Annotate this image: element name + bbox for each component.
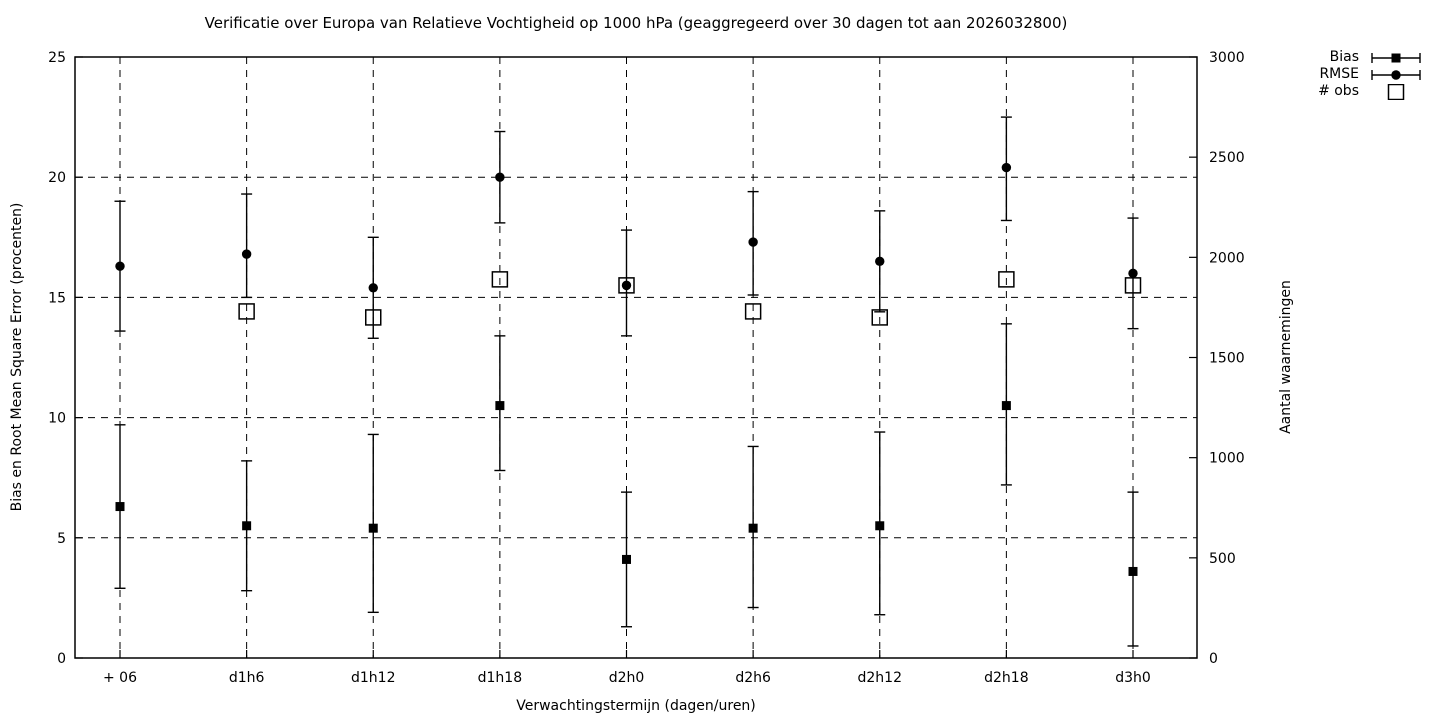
y-tick-label-right: 500 [1209, 551, 1236, 567]
x-tick-label-+06: + 06 [103, 670, 137, 686]
-obs-point [491, 271, 509, 288]
-obs-point [618, 277, 635, 294]
rmse-point [495, 172, 505, 182]
y-tick-label-right: 3000 [1209, 50, 1245, 66]
x-tick-label-d3h0: d3h0 [1115, 670, 1151, 686]
-obs-point [365, 309, 382, 326]
y-tick-label-left: 5 [57, 531, 66, 547]
bias-point [875, 521, 885, 531]
bias-point [242, 521, 252, 531]
obs-square-symbol [1387, 83, 1405, 100]
chart-title: Verificatie over Europa van Relatieve Vo… [204, 14, 1068, 32]
rmse-point [875, 256, 885, 267]
y-tick-label-left: 10 [48, 411, 66, 427]
legend-label-rmse: RMSE [1319, 66, 1359, 82]
-obs-point [744, 303, 762, 320]
y-tick-label-left: 25 [48, 50, 66, 66]
rmse-point [621, 280, 632, 291]
x-tick-label-d1h6: d1h6 [229, 670, 265, 686]
x-tick-label-d2h18: d2h18 [984, 670, 1028, 686]
y-axis-label-right: Aantal waarnemingen [1278, 280, 1294, 434]
legend-item-rmse: RMSE [1292, 66, 1424, 83]
y-tick-label-left: 20 [48, 170, 66, 186]
x-tick-label-d2h12: d2h12 [858, 670, 902, 686]
legend-item-obs: # obs [1292, 83, 1424, 100]
x-axis-label: Verwachtingstermijn (dagen/uren) [516, 698, 756, 714]
-obs-point [1124, 277, 1142, 294]
rmse-errorbar-symbol [1371, 69, 1421, 80]
bias-point [1128, 566, 1138, 576]
x-tick-label-d2h0: d2h0 [609, 670, 645, 686]
bias-point [368, 523, 378, 533]
bias-point [622, 554, 631, 564]
y-axis-label-left: Bias en Root Mean Square Error (procente… [9, 202, 25, 512]
-obs-point [998, 271, 1015, 288]
rmse-point [1001, 162, 1012, 173]
y-tick-label-left: 15 [48, 290, 66, 306]
rmse-point [1128, 268, 1138, 279]
y-tick-label-right: 0 [1209, 651, 1218, 667]
legend-label-obs: # obs [1318, 83, 1359, 99]
bias-point [495, 401, 505, 411]
-obs-point [871, 309, 888, 326]
-obs-point [238, 303, 255, 320]
y-tick-label-right: 2500 [1209, 150, 1245, 166]
legend: Bias RMSE # obs [1292, 49, 1424, 100]
legend-item-bias: Bias [1292, 49, 1424, 66]
y-tick-label-right: 1500 [1209, 351, 1245, 367]
y-tick-label-right: 1000 [1209, 451, 1245, 467]
rmse-point [241, 249, 252, 259]
bias-point [748, 523, 758, 533]
legend-label-bias: Bias [1329, 49, 1359, 65]
rmse-point [368, 283, 378, 293]
bias-point [1001, 401, 1011, 411]
bias-point [115, 502, 125, 512]
plot-border [74, 56, 1198, 659]
y-tick-label-right: 2000 [1209, 250, 1245, 266]
x-tick-label-d2h6: d2h6 [735, 670, 771, 686]
y-tick-label-left: 0 [57, 651, 66, 667]
x-tick-label-d1h18: d1h18 [478, 670, 522, 686]
rmse-point [115, 261, 125, 271]
rmse-point [748, 237, 758, 247]
x-tick-label-d1h12: d1h12 [351, 670, 395, 686]
bias-errorbar-symbol [1371, 52, 1421, 63]
